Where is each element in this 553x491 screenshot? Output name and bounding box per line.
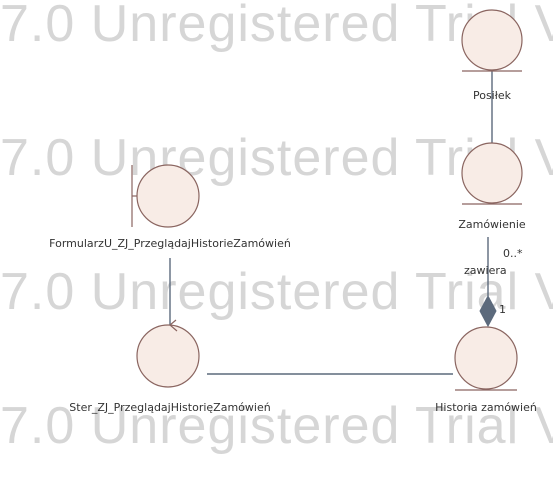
posilek-label: Posiłek bbox=[472, 89, 512, 102]
source-multiplicity: 0..* bbox=[503, 247, 523, 260]
entity-posilek[interactable] bbox=[461, 9, 523, 72]
control-sterownik[interactable] bbox=[136, 319, 200, 388]
watermark-row-1: 7.0 Unregistered Trial Ve bbox=[0, 0, 553, 53]
target-multiplicity: 1 bbox=[499, 303, 506, 316]
watermark-row-2: 7.0 Unregistered Trial Ve bbox=[0, 129, 553, 187]
formularz-label: FormularzU_ZJ_PrzeglądajHistorieZamówień bbox=[49, 237, 291, 250]
historia-label: Historia zamówień bbox=[435, 401, 537, 414]
watermark-row-4: 7.0 Unregistered Trial Ve bbox=[0, 397, 553, 455]
composition-diamond bbox=[479, 294, 497, 328]
association-name-zawiera: zawiera bbox=[464, 264, 507, 277]
watermark-row-3: 7.0 Unregistered Trial Ve bbox=[0, 263, 553, 321]
entity-historia-zamowien[interactable] bbox=[454, 326, 518, 391]
sterownik-label: Ster_ZJ_PrzeglądajHistorięZamówień bbox=[69, 401, 271, 414]
entity-zamowienie[interactable] bbox=[461, 142, 523, 205]
boundary-formularz[interactable] bbox=[131, 164, 200, 228]
zamowienie-label: Zamówienie bbox=[458, 218, 526, 231]
